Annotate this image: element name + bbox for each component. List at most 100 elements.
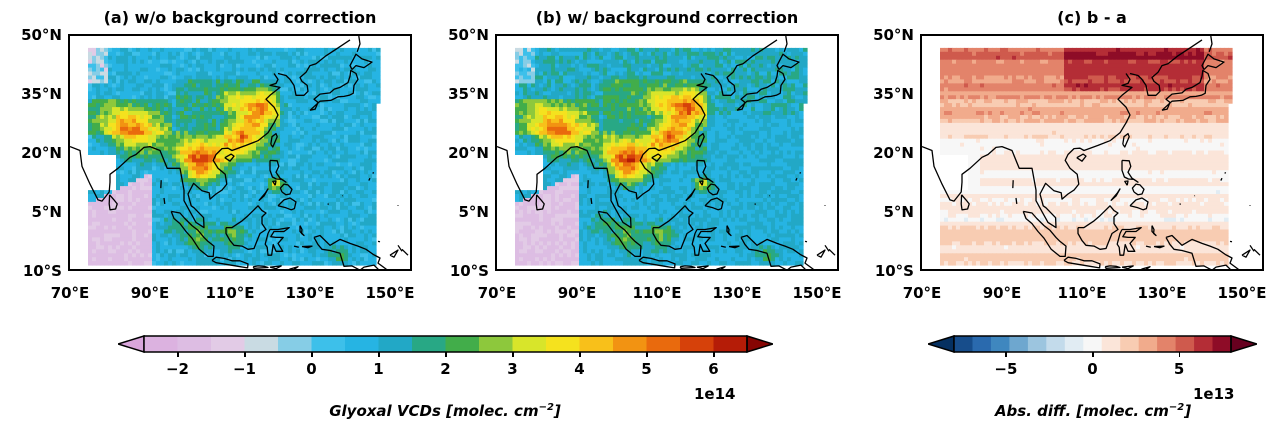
colorbar-tick-label: 3 bbox=[507, 360, 518, 378]
colorbar-extend-max bbox=[1230, 334, 1260, 354]
colorbar-swatch bbox=[1138, 336, 1158, 352]
colorbar-diff bbox=[925, 334, 1260, 354]
lat-label: 5°N bbox=[883, 203, 915, 221]
lat-label: 5°N bbox=[31, 203, 63, 221]
lat-label: 5°N bbox=[458, 203, 490, 221]
colorbar-tick-label: 0 bbox=[306, 360, 317, 378]
lon-label: 70°E bbox=[477, 284, 517, 302]
colorbar-tick-label: −5 bbox=[994, 360, 1018, 378]
coastline bbox=[497, 36, 836, 269]
colorbar-label-end: ] bbox=[1184, 402, 1192, 420]
colorbar-tick-label: 6 bbox=[708, 360, 719, 378]
colorbar-swatch bbox=[479, 336, 513, 352]
colorbar-swatch bbox=[1027, 336, 1047, 352]
coastline bbox=[70, 36, 409, 269]
colorbar-swatch bbox=[144, 336, 178, 352]
lat-label: 35°N bbox=[873, 85, 914, 103]
colorbar-swatch bbox=[512, 336, 547, 352]
panel-title: (a) w/o background correction bbox=[103, 8, 377, 27]
colorbar-label: Abs. diff. [molec. cm−2] bbox=[995, 402, 1191, 420]
colorbar-swatch bbox=[680, 336, 714, 352]
colorbar-tick-mark bbox=[579, 352, 581, 357]
colorbar-tick-label: 0 bbox=[1087, 360, 1098, 378]
colorbar-swatch bbox=[546, 336, 580, 352]
lon-label: 110°E bbox=[1057, 284, 1107, 302]
colorbar-tick-label: 2 bbox=[440, 360, 451, 378]
colorbar-swatch bbox=[646, 336, 681, 352]
panel-title: (b) w/ background correction bbox=[535, 8, 799, 27]
map-panel-c: (c) b - a 50°N 35°N 20°N 5°N 10°S 70°E 9… bbox=[858, 0, 1277, 302]
lat-label: 20°N bbox=[21, 144, 62, 162]
lat-label: 50°N bbox=[21, 26, 62, 44]
colorbar-label: Glyoxal VCDs [molec. cm−2] bbox=[329, 402, 561, 420]
colorbar-swatch bbox=[579, 336, 614, 352]
lon-label: 150°E bbox=[1217, 284, 1267, 302]
colorbar-tick-label: 5 bbox=[641, 360, 652, 378]
lat-label: 10°S bbox=[22, 262, 62, 280]
colorbar-tick-mark bbox=[713, 352, 715, 357]
colorbar-swatch bbox=[445, 336, 480, 352]
colorbar-label-end: ] bbox=[553, 402, 561, 420]
colorbar-tick-label: −2 bbox=[165, 360, 190, 378]
colorbar-swatch bbox=[211, 336, 245, 352]
colorbar-extend-max bbox=[746, 334, 776, 354]
colorbar-label-text: Abs. diff. [molec. cm bbox=[994, 402, 1169, 420]
colorbar-swatch bbox=[972, 336, 992, 352]
vcd-map bbox=[70, 36, 409, 269]
colorbar-label-sup: −2 bbox=[538, 402, 554, 413]
colorbar-label-text: Glyoxal VCDs [molec. cm bbox=[329, 402, 539, 420]
colorbar-extend-min bbox=[925, 334, 955, 354]
lon-label: 90°E bbox=[982, 284, 1022, 302]
map-frame bbox=[920, 34, 1264, 271]
lat-label: 10°S bbox=[874, 262, 914, 280]
colorbar-tick-mark bbox=[1005, 352, 1007, 357]
colorbar-tick-label: 4 bbox=[574, 360, 585, 378]
lon-label: 150°E bbox=[792, 284, 842, 302]
lat-label: 35°N bbox=[448, 85, 489, 103]
lat-label: 50°N bbox=[448, 26, 489, 44]
map-panel-a: (a) w/o background correction 50°N 35°N … bbox=[6, 0, 426, 302]
lon-label: 130°E bbox=[1137, 284, 1187, 302]
diff-map bbox=[922, 36, 1261, 269]
colorbar-swatch bbox=[1064, 336, 1084, 352]
colorbar-diff-bar bbox=[925, 334, 1260, 354]
colorbar-swatch bbox=[177, 336, 212, 352]
colorbar-swatch bbox=[1101, 336, 1121, 352]
colorbar-tick-mark bbox=[445, 352, 447, 357]
lon-label: 90°E bbox=[557, 284, 597, 302]
colorbar-tick-mark bbox=[1092, 352, 1094, 357]
colorbar-label-sup: −2 bbox=[1168, 402, 1185, 413]
lon-label: 90°E bbox=[130, 284, 170, 302]
lon-label: 130°E bbox=[712, 284, 762, 302]
colorbar-tick-mark bbox=[1178, 352, 1181, 357]
lat-label: 20°N bbox=[448, 144, 489, 162]
colorbar-tick-mark bbox=[311, 352, 313, 357]
colorbar-tick-label: 1 bbox=[373, 360, 384, 378]
colorbar-swatch bbox=[990, 336, 1010, 352]
colorbar-swatch bbox=[311, 336, 346, 352]
colorbar-tick-label: −1 bbox=[232, 360, 257, 378]
colorbar-swatch bbox=[1009, 336, 1029, 352]
colorbar-swatch bbox=[278, 336, 312, 352]
lon-label: 110°E bbox=[632, 284, 682, 302]
map-panel-b: (b) w/ background correction 50°N 35°N 2… bbox=[433, 0, 853, 302]
lat-label: 10°S bbox=[449, 262, 489, 280]
colorbar-swatch bbox=[1175, 336, 1195, 352]
data-field bbox=[88, 47, 381, 266]
colorbar-swatch bbox=[1046, 336, 1066, 352]
panel-title: (c) b - a bbox=[1057, 8, 1127, 27]
lon-label: 110°E bbox=[205, 284, 255, 302]
colorbar-swatch bbox=[244, 336, 279, 352]
colorbar-swatch bbox=[412, 336, 446, 352]
colorbar-swatch bbox=[378, 336, 413, 352]
lat-label: 35°N bbox=[21, 85, 62, 103]
colorbar-extend-min bbox=[115, 334, 145, 354]
colorbar-vcd bbox=[115, 334, 776, 354]
colorbar-vcd-bar bbox=[115, 334, 776, 354]
map-frame bbox=[495, 34, 839, 271]
colorbar-tick-mark bbox=[646, 352, 648, 357]
colorbar-swatch bbox=[1120, 336, 1140, 352]
colorbar-swatch bbox=[954, 336, 973, 352]
colorbar-tick-label: 5 bbox=[1173, 360, 1185, 378]
colorbar-swatch bbox=[1194, 336, 1214, 352]
